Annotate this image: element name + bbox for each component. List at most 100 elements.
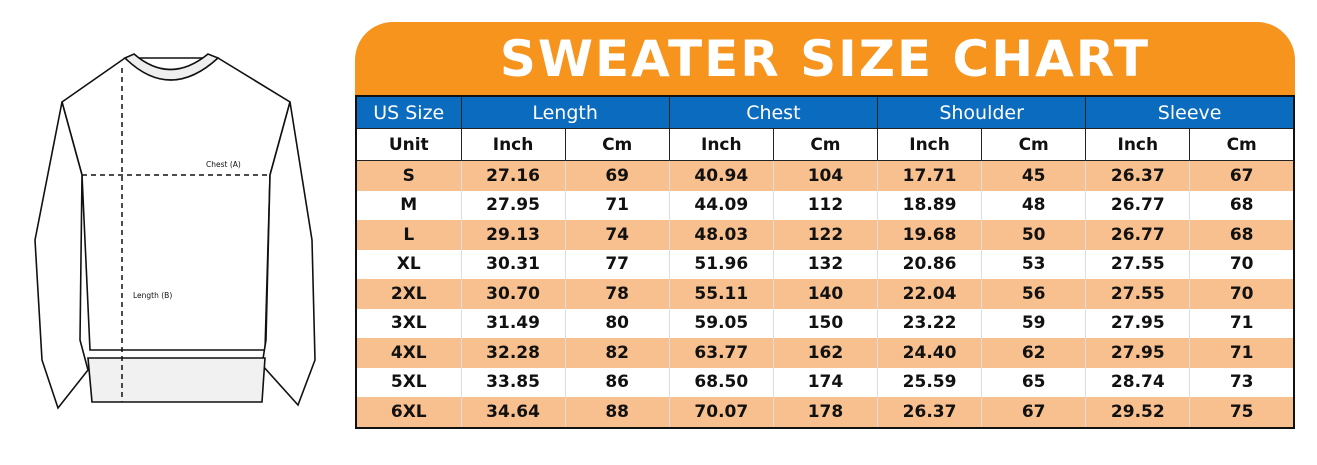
measurement-cell: 56: [981, 279, 1087, 309]
measurement-cell: 44.09: [668, 190, 774, 220]
measurement-cell: 31.49: [460, 308, 566, 338]
size-chart: SWEATER SIZE CHART US Size Length Chest Sho…: [355, 22, 1295, 429]
measurement-cell: 48: [981, 190, 1087, 220]
measurement-cell: 28.74: [1085, 367, 1191, 397]
measurement-cell: 104: [772, 160, 879, 191]
table-row: XL 30.31 77 51.96 132 20.86 53 27.55 70: [355, 249, 1295, 279]
table-row: L 29.13 74 48.03 122 19.68 50 26.77 68: [355, 220, 1295, 250]
measurement-cell: 86: [564, 367, 670, 397]
measurement-cell: 67: [1189, 160, 1295, 191]
size-cell: 4XL: [355, 338, 462, 368]
title-bar: SWEATER SIZE CHART: [355, 22, 1295, 95]
measurement-cell: 23.22: [876, 308, 983, 338]
measurement-cell: 26.37: [876, 397, 983, 428]
measurement-cell: 67: [981, 397, 1087, 428]
sweater-body: [61, 57, 291, 351]
unit-header: Cm: [564, 128, 670, 161]
measurement-cell: 74: [564, 220, 670, 250]
measurement-cell: 25.59: [876, 367, 983, 397]
measurement-cell: 27.16: [460, 160, 566, 191]
chart-title: SWEATER SIZE CHART: [499, 29, 1151, 88]
table-row: 5XL 33.85 86 68.50 174 25.59 65 28.74 73: [355, 367, 1295, 397]
size-cell: 2XL: [355, 279, 462, 309]
hem-band: [87, 357, 266, 403]
measurement-cell: 26.77: [1085, 220, 1191, 250]
measurement-cell: 132: [772, 249, 879, 279]
measurement-cell: 70.07: [668, 397, 774, 428]
measurement-cell: 55.11: [668, 279, 774, 309]
measurement-cell: 140: [772, 279, 879, 309]
unit-header: Unit: [355, 128, 462, 161]
measurement-cell: 51.96: [668, 249, 774, 279]
measurement-cell: 40.94: [668, 160, 774, 191]
size-cell: S: [355, 160, 462, 191]
size-cell: L: [355, 220, 462, 250]
chest-label: Chest (A): [206, 160, 241, 169]
measurement-cell: 27.95: [460, 190, 566, 220]
measurement-cell: 30.70: [460, 279, 566, 309]
measurement-cell: 59.05: [668, 308, 774, 338]
group-header-shoulder: Shoulder: [876, 95, 1087, 129]
measurement-cell: 68: [1189, 190, 1295, 220]
measurement-cell: 69: [564, 160, 670, 191]
unit-header: Cm: [772, 128, 879, 161]
group-header-chest: Chest: [668, 95, 879, 129]
measurement-cell: 70: [1189, 249, 1295, 279]
measurement-cell: 162: [772, 338, 879, 368]
group-header-length: Length: [460, 95, 670, 129]
group-header-row: US Size Length Chest Shoulder Sleeve: [355, 95, 1295, 129]
measurement-cell: 27.95: [1085, 308, 1191, 338]
unit-header-row: Unit Inch Cm Inch Cm Inch Cm Inch Cm: [355, 128, 1295, 161]
length-label: Length (B): [133, 291, 172, 300]
measurement-cell: 73: [1189, 367, 1295, 397]
size-cell: M: [355, 190, 462, 220]
unit-header: Cm: [981, 128, 1087, 161]
measurement-cell: 71: [1189, 308, 1295, 338]
measurement-cell: 82: [564, 338, 670, 368]
measurement-cell: 68: [1189, 220, 1295, 250]
group-header-us-size: US Size: [355, 95, 462, 129]
measurement-cell: 68.50: [668, 367, 774, 397]
measurement-cell: 32.28: [460, 338, 566, 368]
measurement-cell: 59: [981, 308, 1087, 338]
measurement-cell: 174: [772, 367, 879, 397]
measurement-cell: 70: [1189, 279, 1295, 309]
measurement-cell: 27.95: [1085, 338, 1191, 368]
left-sleeve: [34, 101, 89, 410]
measurement-cell: 34.64: [460, 397, 566, 428]
table-row: S 27.16 69 40.94 104 17.71 45 26.37 67: [355, 160, 1295, 191]
measurement-cell: 65: [981, 367, 1087, 397]
size-table: US Size Length Chest Shoulder Sleeve Unit Inc…: [355, 95, 1295, 429]
measurement-cell: 29.13: [460, 220, 566, 250]
measurement-cell: 20.86: [876, 249, 983, 279]
measurement-cell: 33.85: [460, 367, 566, 397]
measurement-cell: 26.77: [1085, 190, 1191, 220]
sweater-diagram: Chest (A) Length (B): [34, 53, 316, 410]
size-cell: 6XL: [355, 397, 462, 428]
measurement-cell: 18.89: [876, 190, 983, 220]
collar: [123, 53, 220, 81]
measurement-cell: 77: [564, 249, 670, 279]
measurement-cell: 63.77: [668, 338, 774, 368]
table-row: M 27.95 71 44.09 112 18.89 48 26.77 68: [355, 190, 1295, 220]
measurement-cell: 78: [564, 279, 670, 309]
measurement-cell: 71: [564, 190, 670, 220]
unit-header: Inch: [668, 128, 774, 161]
size-cell: XL: [355, 249, 462, 279]
measurement-cell: 45: [981, 160, 1087, 191]
measurement-cell: 26.37: [1085, 160, 1191, 191]
measurement-cell: 150: [772, 308, 879, 338]
unit-header: Inch: [460, 128, 566, 161]
measurement-cell: 27.55: [1085, 279, 1191, 309]
measurement-cell: 17.71: [876, 160, 983, 191]
table-row: 4XL 32.28 82 63.77 162 24.40 62 27.95 71: [355, 338, 1295, 368]
measurement-cell: 62: [981, 338, 1087, 368]
measurement-cell: 71: [1189, 338, 1295, 368]
measurement-cell: 29.52: [1085, 397, 1191, 428]
size-cell: 5XL: [355, 367, 462, 397]
measurement-cell: 53: [981, 249, 1087, 279]
unit-header: Inch: [1085, 128, 1191, 161]
measurement-cell: 48.03: [668, 220, 774, 250]
measurement-cell: 75: [1189, 397, 1295, 428]
table-row: 3XL 31.49 80 59.05 150 23.22 59 27.95 71: [355, 308, 1295, 338]
